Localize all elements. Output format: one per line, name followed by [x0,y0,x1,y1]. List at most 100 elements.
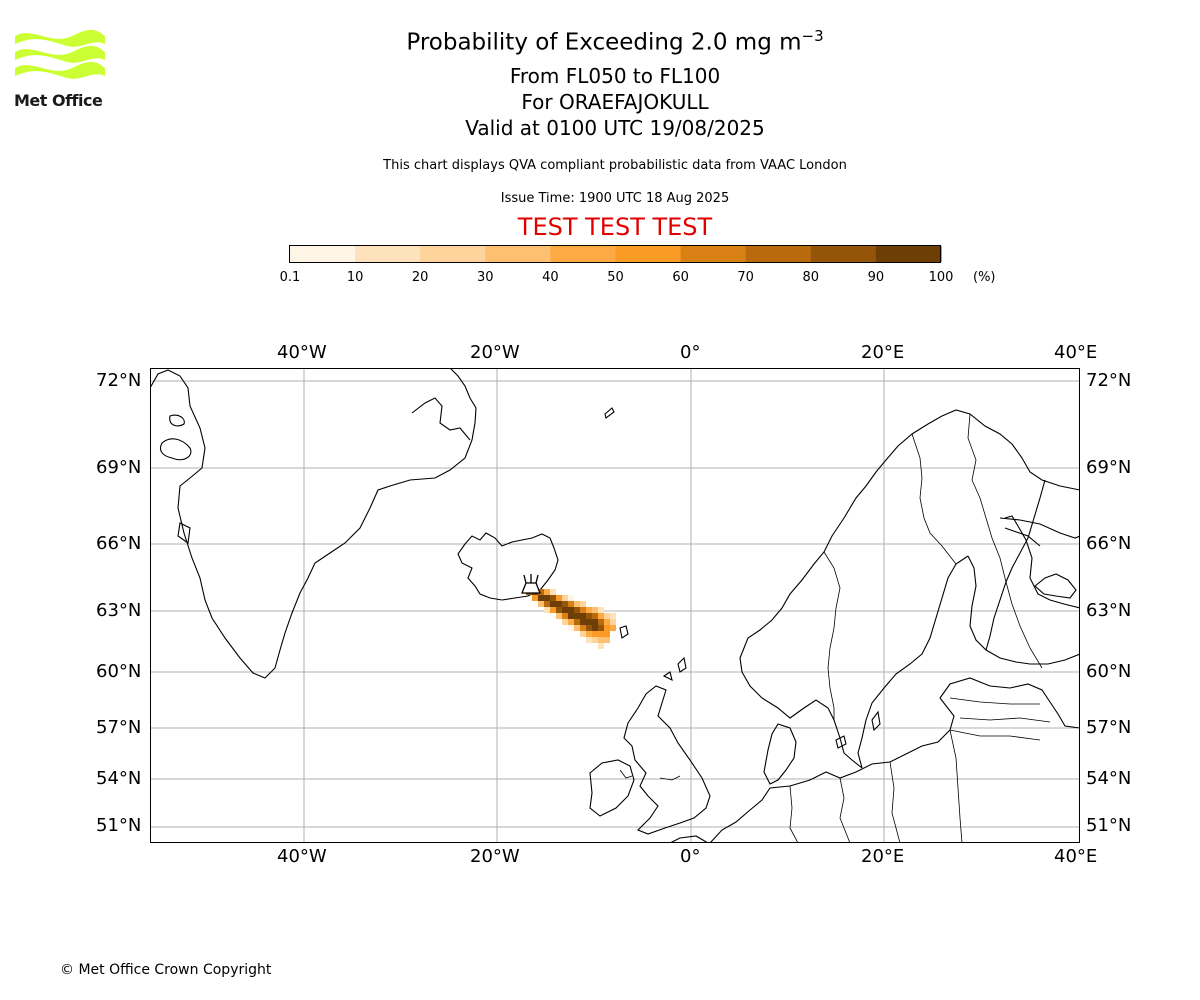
plume-cell [544,601,550,607]
colorbar-segment [355,246,421,262]
lon-label-bottom: 40°E [1054,846,1098,867]
border-norway-sweden [823,551,841,720]
plume-cell [562,595,568,601]
volcano-icon [521,574,541,594]
plume-cell [598,643,604,649]
plume-cell [550,607,556,613]
coastline-russia-white-sea [1034,573,1077,599]
plume-cell [574,625,580,631]
lat-label-right: 57°N [1086,717,1132,738]
colorbar [289,245,942,263]
coastline-sweden-east [857,555,969,769]
test-banner: TEST TEST TEST [517,213,713,241]
plume-cell [598,619,604,625]
colorbar-tick-label: 40 [542,270,559,285]
plume-cell [580,619,586,625]
lon-label-top: 20°W [470,342,520,363]
colorbar-segment [485,246,551,262]
plume-cell [532,595,538,601]
plume-cell [610,613,616,619]
coastline-faroe [619,625,629,639]
lon-label-top: 20°E [861,342,905,363]
map-frame [150,368,1080,843]
plume-cell [568,619,574,625]
colorbar-segment [875,246,942,262]
lat-label-left: 54°N [96,768,142,789]
plume-cell [598,607,604,613]
coastline-europe-north [709,697,955,843]
border-finland-russia [967,413,1043,669]
lat-label-right: 69°N [1086,457,1132,478]
coastline-norway-south [739,657,863,769]
plume-cell [556,595,562,601]
plume-cell [556,607,562,613]
colorbar-segment [615,246,682,262]
lat-label-left: 60°N [96,661,142,682]
lat-label-left: 69°N [96,457,142,478]
plume-cell [598,613,604,619]
colorbar-segment [550,246,616,262]
lon-label-top: 40°E [1054,342,1098,363]
border-ireland-ni [619,769,633,779]
lat-label-right: 66°N [1086,533,1132,554]
lat-label-left: 51°N [96,815,142,836]
border-sweden-finland [911,433,957,565]
coastline-scandinavia [739,409,1080,659]
plume-cell [586,619,592,625]
lat-label-right: 51°N [1086,815,1132,836]
plume-cell [550,589,556,595]
plume-cell [574,607,580,613]
border-central-europe [789,729,963,843]
colorbar-tick-label: 50 [607,270,624,285]
copyright-notice: © Met Office Crown Copyright [60,962,272,978]
logo-wave-2 [15,45,105,63]
coastline-ireland [589,759,635,817]
plume-cell [538,601,544,607]
lon-label-bottom: 20°E [861,846,905,867]
plume-cell [604,625,610,631]
plume-cell [562,607,568,613]
colorbar-tick-label: 10 [346,270,364,285]
plume-cell [604,631,610,637]
flight-levels: From FL050 to FL100 [509,64,721,88]
colorbar-frame [289,245,941,263]
lat-label-right: 63°N [1086,600,1132,621]
plume-cell [592,637,598,643]
valid-time: Valid at 0100 UTC 19/08/2025 [465,116,765,140]
plume-cell [604,613,610,619]
title-exponent: −3 [801,27,824,45]
gridlines [150,368,1080,843]
plume-cell [544,595,550,601]
coastline-west-europe [669,835,709,843]
plume-cell [574,613,580,619]
plume-cell [562,601,568,607]
plume-cell [586,637,592,643]
plume-cell [574,601,580,607]
lon-label-bottom: 0° [680,846,701,867]
plume-cell [592,613,598,619]
issue-time: Issue Time: 1900 UTC 18 Aug 2025 [500,191,730,206]
plume-cell [550,595,556,601]
colorbar-segment [745,246,812,262]
chart-title: Probability of Exceeding 2.0 mg m−3 [300,27,930,56]
border-baltics [949,697,1051,741]
coastline-finland [985,479,1046,651]
plume-cell [586,607,592,613]
coastline-gulf-of-bothnia [967,555,1080,665]
lat-label-left: 57°N [96,717,142,738]
coastline-gotland [835,710,881,749]
coastline-greenland-east [411,397,471,441]
colorbar-segment [290,246,356,262]
plume-cell [592,619,598,625]
plume-cell [568,601,574,607]
plume-cell [568,595,574,601]
plume-cell [586,631,592,637]
lon-label-bottom: 40°W [277,846,327,867]
colorbar-tick-label: 90 [867,270,885,285]
lat-label-left: 63°N [96,600,142,621]
coastline-denmark [763,723,797,785]
coastline-greenland [150,368,477,679]
plume-cell [598,631,604,637]
colorbar-unit: (%) [973,270,996,285]
plume-cell [604,619,610,625]
